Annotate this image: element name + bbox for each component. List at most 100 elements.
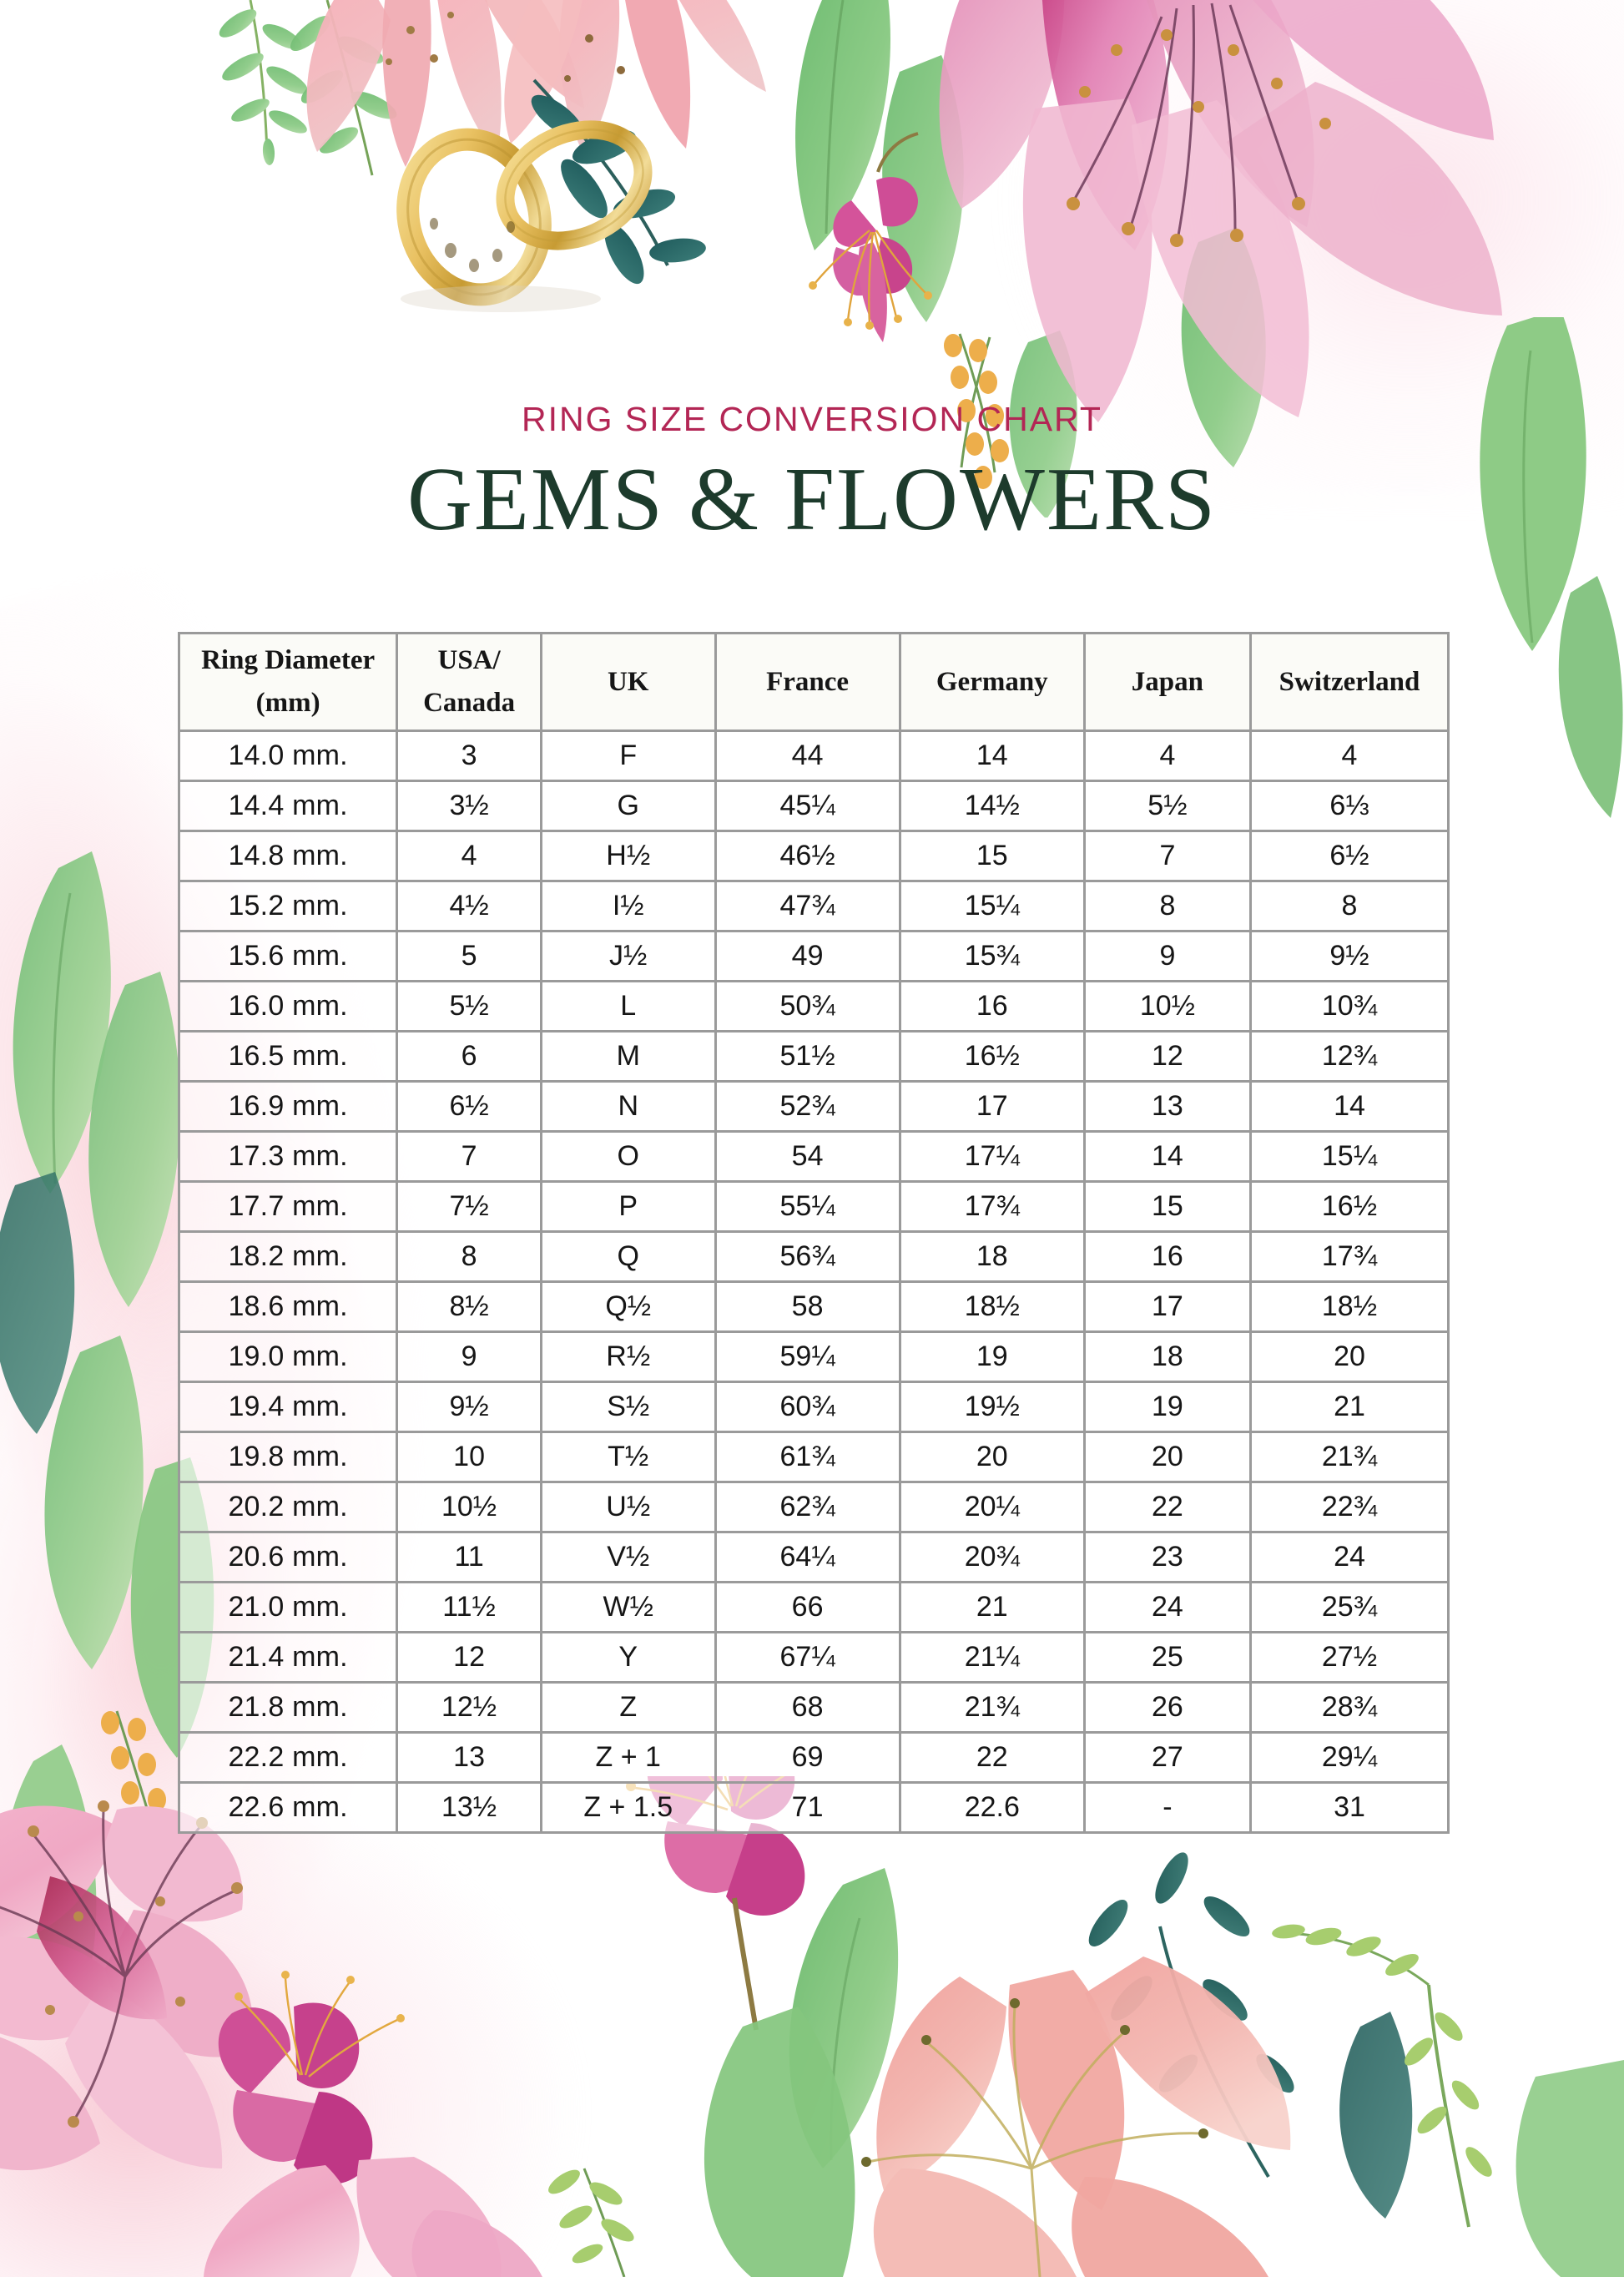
table-row: 20.6 mm. 11 V½ 64¼ 20¾ 23 24: [177, 1531, 1450, 1584]
column-header-usa-line2: Canada: [423, 688, 516, 719]
cell-diameter: 18.6 mm.: [177, 1280, 399, 1334]
cell-usa_canada: 8½: [396, 1280, 542, 1334]
cell-diameter: 16.0 mm.: [177, 980, 399, 1033]
ring-size-table-container: Ring Diameter (mm) USA/ Canada UK France…: [177, 631, 1450, 1835]
cell-usa_canada: 10½: [396, 1481, 542, 1534]
cell-japan: 15: [1082, 1180, 1252, 1234]
cell-uk: L: [539, 980, 717, 1033]
cell-japan: 19: [1082, 1381, 1252, 1434]
olive-branch-bottom-right: [1272, 1924, 1624, 2277]
cell-germany: 22.6: [898, 1781, 1086, 1835]
cell-usa_canada: 3: [396, 730, 542, 783]
cell-france: 60¾: [714, 1381, 901, 1434]
cell-switzerland: 31: [1248, 1781, 1450, 1835]
leaf-spray-left: [219, 0, 308, 165]
cell-germany: 15¾: [898, 930, 1086, 983]
cell-germany: 18: [898, 1230, 1086, 1284]
cell-uk: J½: [539, 930, 717, 983]
cell-switzerland: 18½: [1248, 1280, 1450, 1334]
cell-japan: 5½: [1082, 780, 1252, 833]
column-header-france: France: [714, 631, 901, 733]
cell-uk: O: [539, 1130, 717, 1184]
cell-switzerland: 17¾: [1248, 1230, 1450, 1284]
table-row: 21.8 mm. 12½ Z 68 21¾ 26 28¾: [177, 1681, 1450, 1734]
cell-france: 49: [714, 930, 901, 983]
wedding-rings-illustration: [396, 120, 653, 312]
table-row: 17.7 mm. 7½ P 55¼ 17¾ 15 16½: [177, 1180, 1450, 1234]
cell-uk: R½: [539, 1330, 717, 1384]
cell-germany: 22: [898, 1731, 1086, 1785]
cell-usa_canada: 8: [396, 1230, 542, 1284]
cell-diameter: 21.0 mm.: [177, 1581, 399, 1634]
cell-france: 66: [714, 1581, 901, 1634]
cell-switzerland: 25¾: [1248, 1581, 1450, 1634]
cell-japan: 24: [1082, 1581, 1252, 1634]
cell-germany: 14½: [898, 780, 1086, 833]
cell-switzerland: 21: [1248, 1381, 1450, 1434]
cell-usa_canada: 6½: [396, 1080, 542, 1133]
cell-france: 59¼: [714, 1330, 901, 1384]
cell-germany: 20¾: [898, 1531, 1086, 1584]
cell-japan: 25: [1082, 1631, 1252, 1684]
cell-usa_canada: 5½: [396, 980, 542, 1033]
cell-usa_canada: 9: [396, 1330, 542, 1384]
cell-usa_canada: 11: [396, 1531, 542, 1584]
cell-uk: H½: [539, 830, 717, 883]
table-header-row: Ring Diameter (mm) USA/ Canada UK France…: [177, 631, 1450, 733]
cell-usa_canada: 6: [396, 1030, 542, 1083]
cell-usa_canada: 13½: [396, 1781, 542, 1835]
cell-france: 62¾: [714, 1481, 901, 1534]
cell-switzerland: 8: [1248, 880, 1450, 933]
cell-germany: 17¾: [898, 1180, 1086, 1234]
cell-japan: 27: [1082, 1731, 1252, 1785]
cell-japan: 22: [1082, 1481, 1252, 1534]
cell-japan: 12: [1082, 1030, 1252, 1083]
table-row: 17.3 mm. 7 O 54 17¼ 14 15¼: [177, 1130, 1450, 1184]
cell-diameter: 22.2 mm.: [177, 1731, 399, 1785]
column-header-diameter-line2: (mm): [255, 688, 320, 719]
cell-usa_canada: 5: [396, 930, 542, 983]
cell-switzerland: 20: [1248, 1330, 1450, 1384]
cell-france: 46½: [714, 830, 901, 883]
cell-switzerland: 6⅓: [1248, 780, 1450, 833]
cell-japan: 7: [1082, 830, 1252, 883]
cell-uk: Z + 1: [539, 1731, 717, 1785]
cell-germany: 21: [898, 1581, 1086, 1634]
leaf-cluster-bottom-center: [704, 1868, 899, 2277]
cell-switzerland: 21¾: [1248, 1431, 1450, 1484]
cell-usa_canada: 4: [396, 830, 542, 883]
cell-germany: 18½: [898, 1280, 1086, 1334]
cell-diameter: 14.8 mm.: [177, 830, 399, 883]
leaf-left-bottom: [3, 1744, 97, 1961]
cell-usa_canada: 4½: [396, 880, 542, 933]
cell-diameter: 16.9 mm.: [177, 1080, 399, 1133]
table-row: 20.2 mm. 10½ U½ 62¾ 20¼ 22 22¾: [177, 1481, 1450, 1534]
cell-usa_canada: 11½: [396, 1581, 542, 1634]
cell-germany: 21¾: [898, 1681, 1086, 1734]
column-header-usa-line1: USA/: [437, 645, 501, 675]
cell-uk: V½: [539, 1531, 717, 1584]
cell-japan: 9: [1082, 930, 1252, 983]
cell-germany: 15: [898, 830, 1086, 883]
cell-france: 44: [714, 730, 901, 783]
cell-uk: Y: [539, 1631, 717, 1684]
table-row: 22.6 mm. 13½ Z + 1.5 71 22.6-31: [177, 1781, 1450, 1835]
cell-japan: 26: [1082, 1681, 1252, 1734]
table-row: 16.0 mm. 5½ L 50¾ 16 10½ 10¾: [177, 980, 1450, 1033]
cell-switzerland: 16½: [1248, 1180, 1450, 1234]
cell-switzerland: 12¾: [1248, 1030, 1450, 1083]
cell-diameter: 21.8 mm.: [177, 1681, 399, 1734]
cell-uk: T½: [539, 1431, 717, 1484]
flower-peach-lily-1: [306, 0, 584, 167]
cell-diameter: 19.4 mm.: [177, 1381, 399, 1434]
cell-uk: F: [539, 730, 717, 783]
cell-uk: P: [539, 1180, 717, 1234]
cell-germany: 20¼: [898, 1481, 1086, 1534]
cell-japan: 23: [1082, 1531, 1252, 1584]
cell-france: 54: [714, 1130, 901, 1184]
cell-france: 61¾: [714, 1431, 901, 1484]
cell-switzerland: 9½: [1248, 930, 1450, 983]
table-row: 19.8 mm. 10 T½ 61¾ 20 20 21¾: [177, 1431, 1450, 1484]
cell-switzerland: 28¾: [1248, 1681, 1450, 1734]
leaf-large-green-2: [882, 55, 964, 322]
